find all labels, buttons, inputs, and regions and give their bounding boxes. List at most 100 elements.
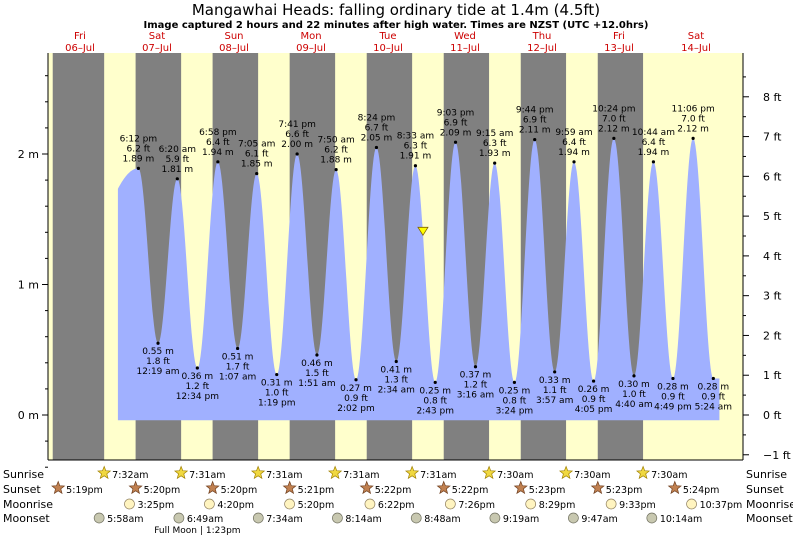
tide-label: 3:24 pm	[496, 406, 534, 416]
tide-label: 0.33 m	[539, 376, 571, 386]
tide-label: 2:43 pm	[416, 406, 454, 416]
tide-label: 6:20 am	[159, 145, 196, 155]
low-tide-point	[671, 376, 675, 381]
star-icon	[128, 480, 143, 495]
tide-label: 1.8 ft	[146, 357, 170, 367]
sunset-time: 5:22pm	[452, 485, 489, 496]
star-icon	[590, 480, 605, 495]
sunset-time: 5:19pm	[66, 485, 103, 496]
moonset-time: 7:34am	[266, 514, 302, 525]
tide-label: 5.9 ft	[165, 155, 189, 165]
day-name-label: Fri	[613, 31, 625, 42]
tide-label: 6.9 ft	[523, 116, 547, 126]
sunrise-time: 7:32am	[112, 470, 148, 481]
moonset-time: 6:49am	[187, 514, 223, 525]
high-tide-point	[493, 161, 497, 165]
sunrise-time: 7:31am	[420, 470, 456, 481]
tide-label: 12:19 am	[136, 367, 179, 377]
low-tide-point	[473, 365, 478, 369]
high-tide-point	[175, 177, 179, 181]
tide-label: 1.0 ft	[622, 390, 646, 400]
star-icon	[636, 465, 651, 480]
night-band	[52, 53, 105, 460]
low-tide-point	[195, 366, 199, 370]
day-date-label: 12–Jul	[527, 43, 557, 54]
right-tick-label: 8 ft	[763, 91, 782, 104]
tide-label: 2.12 m	[598, 124, 630, 134]
star-icon	[51, 480, 66, 495]
tide-label: 6.4 ft	[206, 138, 230, 148]
day-date-label: 08–Jul	[219, 43, 249, 54]
star-icon	[513, 480, 528, 495]
star-icon	[97, 465, 112, 480]
moon-icon	[489, 512, 501, 524]
astro-rows: Sunrise Sunrise 7:32am 7:31am 7:31am 7:31am 7:…	[3, 465, 793, 536]
tide-label: 10:24 pm	[592, 104, 635, 114]
tide-label: 6.4 ft	[642, 138, 666, 148]
tide-label: 7:41 pm	[278, 120, 316, 130]
tide-label: 4:40 am	[615, 400, 652, 410]
chart-title: Mangawhai Heads: falling ordinary tide a…	[192, 1, 600, 19]
high-tide-point	[413, 164, 418, 168]
sunrise-row-label-right: Sunrise	[746, 468, 787, 481]
tide-label: 0.41 m	[380, 365, 412, 375]
day-name-label: Thu	[532, 31, 552, 42]
tide-label: 3:16 am	[457, 391, 494, 401]
moon-icon	[686, 498, 697, 510]
day-name-label: Sat	[149, 31, 165, 42]
tide-label: 1.5 ft	[305, 369, 329, 379]
right-tick-label: 2 ft	[763, 329, 782, 342]
tide-label: 1.93 m	[479, 149, 511, 159]
tide-label: 1.85 m	[241, 160, 273, 170]
tide-label: 0.31 m	[261, 379, 293, 389]
sunrise-time: 7:30am	[574, 470, 610, 481]
tide-label: 6.1 ft	[245, 150, 269, 160]
tide-label: 0.8 ft	[423, 396, 447, 406]
low-tide-point	[632, 374, 636, 378]
star-icon	[250, 465, 266, 480]
moonrise-time: 7:26pm	[458, 500, 495, 511]
tide-label: 2.11 m	[519, 126, 551, 136]
moonrise-time: 10:37pm	[700, 500, 743, 511]
tide-label: 6.3 ft	[404, 142, 428, 152]
tide-label: 11:06 pm	[671, 104, 714, 114]
tide-label: 1.94 m	[558, 148, 590, 158]
tide-label: 1.2 ft	[185, 382, 209, 392]
tide-label: 1:51 am	[298, 379, 335, 389]
right-tick-label: 1 ft	[763, 369, 782, 382]
day-date-label: 14–Jul	[681, 43, 711, 54]
tide-label: 8:24 pm	[358, 113, 396, 123]
high-tide-point	[216, 160, 220, 164]
tide-label: 2.05 m	[361, 133, 393, 143]
day-date-label: 11–Jul	[450, 43, 480, 54]
moon-icon	[568, 512, 579, 524]
tide-label: 7:50 am	[317, 136, 354, 146]
star-icon	[282, 480, 297, 495]
right-tick-label: 6 ft	[763, 170, 782, 183]
left-tick-label: 1 m	[18, 279, 39, 292]
tide-label: 1.1 ft	[543, 386, 567, 396]
low-tide-point	[512, 380, 517, 384]
sunset-time: 5:21pm	[298, 485, 335, 496]
high-tide-point	[453, 140, 458, 144]
right-tick-label: 4 ft	[763, 250, 782, 263]
tide-label: 1:19 pm	[258, 399, 296, 409]
high-tide-point	[533, 138, 537, 142]
sunset-time: 5:23pm	[529, 485, 566, 496]
left-tick-label: 2 m	[18, 148, 39, 161]
tide-label: 0.9 ft	[344, 394, 368, 404]
tide-label: 7:05 am	[238, 140, 275, 150]
high-tide-point	[651, 160, 656, 164]
sunrise-time: 7:30am	[497, 470, 533, 481]
current-tide-marker	[417, 226, 429, 237]
day-date-label: 10–Jul	[373, 43, 403, 54]
tide-label: 6.7 ft	[365, 123, 389, 133]
sunrise-time: 7:31am	[189, 470, 225, 481]
tide-label: 6.2 ft	[324, 146, 348, 156]
day-name-label: Sat	[688, 31, 704, 42]
tide-label: 0.27 m	[340, 384, 372, 394]
high-tide-point	[572, 160, 576, 164]
tide-label: 1.94 m	[202, 148, 234, 158]
tide-label: 12:34 pm	[176, 392, 219, 402]
tide-label: 2.09 m	[440, 128, 472, 138]
